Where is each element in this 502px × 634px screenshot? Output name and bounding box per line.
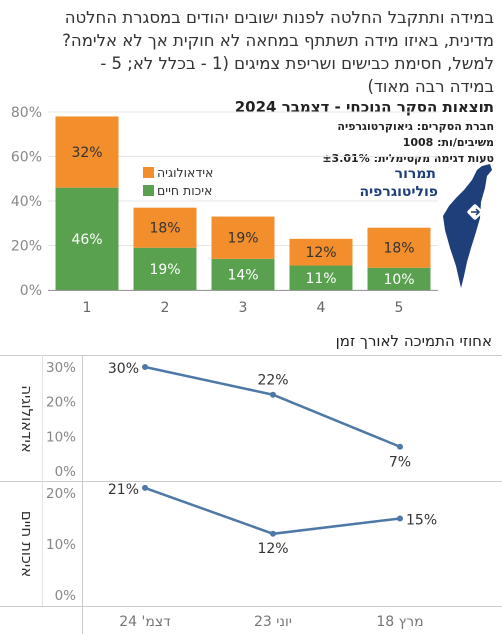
panel-label: איכות חיים [18, 511, 36, 578]
bar-segment [211, 258, 275, 290]
y-tick-label: 20% [46, 395, 76, 411]
question-line: למשל, חסימת כבישים ושריפת צמיגים (1 - בכ… [100, 54, 494, 73]
x-tick-label: יוני 23 [254, 614, 292, 630]
x-tick-label: 5 [395, 300, 404, 316]
bar-value-label: 14% [227, 267, 258, 283]
legend-label: איכות חיים [157, 183, 212, 198]
bar-value-label: 46% [71, 232, 102, 248]
bar-value-label: 18% [149, 221, 180, 237]
bar-value-label: 11% [305, 271, 336, 287]
bar-segment [133, 207, 197, 248]
bar-value-label: 32% [71, 145, 102, 161]
logo: תמרור פוליטוגרפיה [350, 162, 496, 290]
error-margin-label: טעות דגימה מקסימלית: ±3.01% [322, 152, 494, 165]
data-point [142, 364, 148, 370]
y-tick-label: 0% [55, 588, 77, 604]
data-label: 15% [406, 513, 437, 529]
legend-swatch [143, 185, 154, 196]
bar-value-label: 19% [227, 231, 258, 247]
trend-title: אחוזי התמיכה לאורך זמן [335, 332, 492, 350]
data-point [397, 515, 403, 522]
y-tick-label: 0% [55, 464, 77, 480]
legend-label: אידאולוגיה [157, 165, 213, 180]
bar-segment [133, 247, 197, 290]
x-tick-label: מרץ 18 [376, 614, 423, 630]
data-label: 30% [108, 361, 139, 377]
bar-value-label: 18% [383, 241, 414, 257]
y-tick-label: 20% [11, 239, 42, 255]
legend-swatch [143, 167, 154, 178]
question-line: במידה ותתקבל החלטה לפנות ישובים יהודים ב… [64, 8, 494, 27]
data-label: 12% [257, 541, 288, 557]
x-tick-label: 1 [83, 300, 92, 316]
y-tick-label: 80% [11, 105, 42, 121]
y-tick-label: 0% [20, 283, 42, 299]
bar-value-label: 12% [305, 245, 336, 261]
series-line [144, 486, 401, 536]
survey-question: במידה ותתקבל החלטה לפנות ישובים יהודים ב… [6, 6, 494, 98]
x-tick-label: 4 [317, 300, 326, 316]
bar-segment [55, 187, 119, 290]
x-tick-label: 3 [239, 300, 248, 316]
data-point [270, 530, 276, 537]
respondents-label: משיבים/ות: 1008 [402, 136, 494, 149]
y-tick-label: 10% [46, 429, 76, 445]
data-label: 7% [389, 455, 411, 471]
x-tick-label: דצמ' 24 [119, 614, 171, 630]
y-tick-label: 40% [11, 194, 42, 210]
data-point [142, 484, 148, 491]
data-label: 21% [108, 482, 139, 498]
pollster-label: חברת הסקרים: גיאוקרטוגרפיה [337, 120, 494, 133]
bar-segment [289, 238, 353, 266]
logo-line1: תמרור [394, 166, 436, 182]
y-tick-label: 10% [46, 537, 76, 553]
y-tick-label: 30% [46, 360, 76, 376]
bar-segment [289, 265, 353, 290]
bar-value-label: 19% [149, 262, 180, 278]
question-line: במידה רבה מאוד) [367, 77, 494, 96]
data-label: 22% [257, 373, 288, 389]
y-tick-label: 60% [11, 150, 42, 166]
bar-segment [367, 227, 431, 268]
logo-line2: פוליטוגרפיה [359, 184, 438, 200]
bar-segment [367, 267, 431, 290]
y-tick-label: 20% [46, 486, 76, 502]
question-line: מדינית, באיזו מידה תשתתף במחאה לא חוקית … [62, 31, 494, 50]
israel-map-icon [443, 164, 492, 288]
panel-label: אידאולוגיה [18, 385, 36, 453]
data-point [270, 391, 276, 398]
x-tick-label: 2 [161, 300, 170, 316]
bar-segment [211, 216, 275, 259]
bar-segment [55, 116, 119, 188]
bar-value-label: 10% [383, 272, 414, 288]
data-point [397, 443, 403, 450]
